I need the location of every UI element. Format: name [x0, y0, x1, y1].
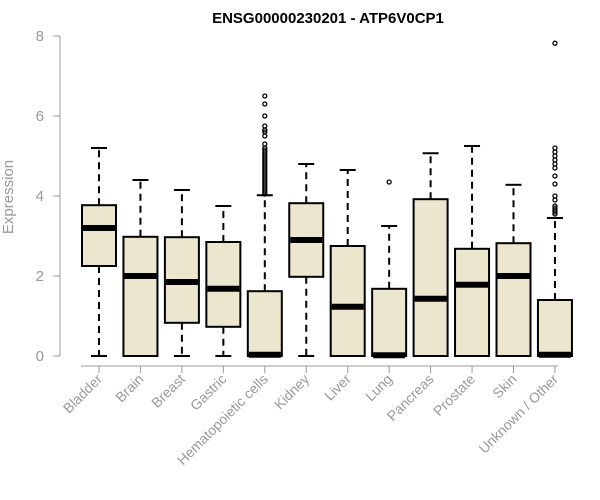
boxes	[81, 40, 573, 359]
y-tick-label: 8	[36, 28, 44, 45]
x-tick-label: Lung	[362, 371, 395, 404]
box	[371, 287, 408, 357]
outlier-point	[552, 173, 558, 179]
outlier-point	[262, 123, 268, 129]
outlier-point	[552, 203, 558, 209]
x-tick-label: Prostate	[430, 371, 478, 419]
y-tick-label: 6	[36, 108, 44, 125]
outlier-point	[552, 205, 558, 211]
y-tick-label: 4	[36, 188, 44, 205]
box-group	[288, 163, 325, 357]
outlier-point	[262, 147, 268, 153]
outlier-point	[262, 141, 268, 147]
box-group	[495, 183, 532, 357]
outlier-point	[552, 40, 558, 46]
x-tick-label: Liver	[321, 371, 354, 404]
x-tick-label: Breast	[148, 371, 188, 411]
box	[122, 235, 159, 357]
outlier-point	[262, 113, 268, 119]
x-tick-label: Bladder	[60, 371, 106, 417]
outlier-point	[552, 145, 558, 151]
box-group	[412, 152, 449, 357]
box	[454, 247, 491, 357]
chart-title: ENSG00000230201 - ATP6V0CP1	[212, 10, 444, 27]
y-tick-label: 2	[36, 268, 44, 285]
box	[412, 198, 449, 357]
box	[536, 299, 573, 357]
box-group	[163, 189, 200, 357]
y-axis-label: Expression	[0, 160, 17, 234]
x-tick-label: Brain	[112, 371, 146, 405]
box	[81, 204, 117, 267]
box	[495, 242, 532, 357]
box-group	[81, 147, 117, 357]
y-tick-label: 0	[36, 348, 44, 365]
box-group	[122, 179, 159, 357]
x-tick-label: Skin	[489, 371, 520, 402]
box	[205, 241, 242, 328]
box	[329, 245, 366, 357]
x-tick-label: Unknown / Other	[475, 371, 561, 457]
box-group	[329, 169, 366, 357]
y-ticks: 0 2 4 6 8	[36, 28, 60, 365]
outlier-point	[552, 181, 558, 187]
outlier-point	[262, 93, 268, 99]
box-group	[246, 93, 283, 358]
box-group	[536, 40, 573, 358]
outlier-point	[262, 101, 268, 107]
outlier-point	[386, 179, 392, 185]
box	[246, 290, 283, 358]
box-group	[454, 145, 491, 357]
box-group	[371, 179, 408, 359]
x-tick-label: Kidney	[271, 371, 313, 413]
outlier-point	[552, 193, 558, 199]
box-group	[205, 205, 242, 357]
outlier-point	[262, 129, 268, 135]
